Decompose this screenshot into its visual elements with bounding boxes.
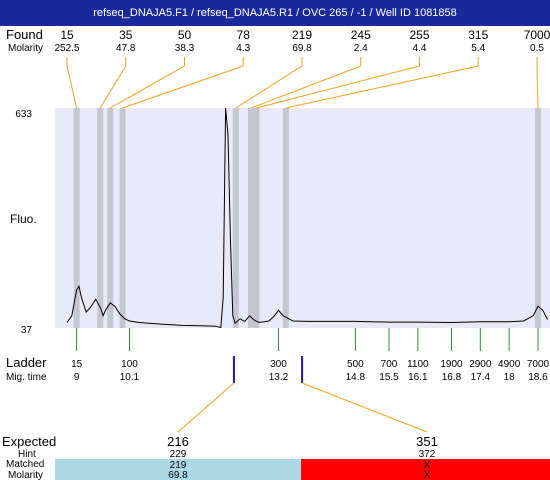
- ladder-size-label: 500: [347, 359, 364, 370]
- ladder-row-label: Ladder: [6, 355, 47, 370]
- expected-hint: 229: [170, 449, 187, 460]
- peak-band: [107, 108, 114, 328]
- found-peak-size: 315: [468, 28, 488, 42]
- expected-row-label: Expected: [2, 434, 56, 449]
- peak-band: [119, 108, 126, 328]
- found-peak-size: 219: [292, 28, 312, 42]
- peak-leader-line: [536, 65, 539, 109]
- expected-leader-line: [177, 382, 235, 433]
- ladder-mig-time-label: 14.8: [346, 372, 366, 383]
- expected-hint: 372: [419, 449, 436, 460]
- peak-band: [253, 108, 260, 328]
- peak-leader-line: [122, 65, 244, 109]
- peak-leader-line: [66, 65, 78, 109]
- peak-band: [97, 108, 104, 328]
- found-peak-size: 78: [237, 28, 251, 42]
- expected-molarity: 69.8: [168, 470, 188, 480]
- expected-size: 351: [416, 434, 438, 449]
- ladder-mig-time-label: 10.1: [120, 372, 140, 383]
- y-max-tick-label: 633: [15, 109, 32, 120]
- expected-leader-line: [301, 382, 428, 433]
- ladder-size-label: 1100: [407, 359, 429, 370]
- peak-band: [248, 108, 255, 328]
- expected-matched: 219: [170, 460, 187, 471]
- found-peak-size: 255: [409, 28, 429, 42]
- ladder-mig-time-label: 9: [74, 372, 80, 383]
- ladder-size-label: 100: [121, 359, 138, 370]
- peak-leader-line: [250, 65, 361, 109]
- found-peak-molarity: 47.8: [116, 43, 136, 54]
- expected-cell-bg: [301, 459, 550, 480]
- peak-band: [534, 108, 541, 328]
- ladder-mig-time-label: 16.1: [408, 372, 428, 383]
- peak-leader-line: [235, 65, 303, 109]
- found-row-label: Found: [6, 27, 43, 42]
- peak-leader-line: [256, 65, 420, 109]
- peak-leader-line: [285, 65, 479, 109]
- found-peak-size: 15: [60, 28, 74, 42]
- y-min-tick-label: 37: [21, 325, 33, 336]
- expected-molarity: X: [424, 470, 431, 480]
- mig-time-row-label: Mig. time: [6, 372, 47, 383]
- plot-area: [55, 108, 550, 328]
- found-peak-size: 50: [178, 28, 192, 42]
- ladder-mig-time-label: 13.2: [269, 372, 289, 383]
- ladder-size-label: 1900: [440, 359, 463, 370]
- ladder-size-label: 2900: [469, 359, 492, 370]
- found-peak-molarity: 5.4: [471, 43, 485, 54]
- window-title: refseq_DNAJA5.F1 / refseq_DNAJA5.R1 / OV…: [0, 0, 550, 26]
- fluorescence-trace: [66, 107, 549, 329]
- found-peak-size: 245: [351, 28, 371, 42]
- ladder-mig-time-label: 16.8: [442, 372, 462, 383]
- found-peak-molarity: 69.8: [292, 43, 312, 54]
- expected-molarity-row-label: Molarity: [8, 470, 43, 480]
- expected-matched: X: [424, 460, 431, 471]
- ladder-size-label: 300: [270, 359, 287, 370]
- matched-row-label: Matched: [6, 459, 44, 470]
- found-peak-size: 7000: [524, 28, 550, 42]
- found-peak-molarity: 252.5: [54, 43, 79, 54]
- ladder-size-label: 4900: [498, 359, 521, 370]
- ladder-size-label: 700: [381, 359, 398, 370]
- found-peak-molarity: 2.4: [354, 43, 368, 54]
- expected-cell-bg: [55, 459, 301, 480]
- molarity-row-label: Molarity: [8, 43, 43, 54]
- hint-row-label: Hint: [18, 449, 36, 460]
- peak-leader-line: [109, 65, 185, 109]
- ladder-mig-time-label: 17.4: [471, 372, 491, 383]
- ladder-mig-time-label: 15.5: [379, 372, 399, 383]
- found-peak-molarity: 38.3: [175, 43, 195, 54]
- found-peak-molarity: 0.5: [530, 43, 544, 54]
- ladder-mig-time-label: 18.6: [528, 372, 548, 383]
- peak-band: [73, 108, 80, 328]
- ladder-size-label: 15: [71, 359, 83, 370]
- found-peak-molarity: 4.4: [413, 43, 427, 54]
- fluo-axis-label: Fluo.: [10, 212, 37, 226]
- peak-band: [232, 108, 239, 328]
- found-peak-size: 35: [119, 28, 133, 42]
- expected-size: 216: [167, 434, 189, 449]
- peak-band: [282, 108, 289, 328]
- ladder-mig-time-label: 18: [504, 372, 516, 383]
- ladder-size-label: 7000: [527, 359, 550, 370]
- peak-leader-line: [99, 65, 127, 109]
- found-peak-molarity: 4.3: [236, 43, 250, 54]
